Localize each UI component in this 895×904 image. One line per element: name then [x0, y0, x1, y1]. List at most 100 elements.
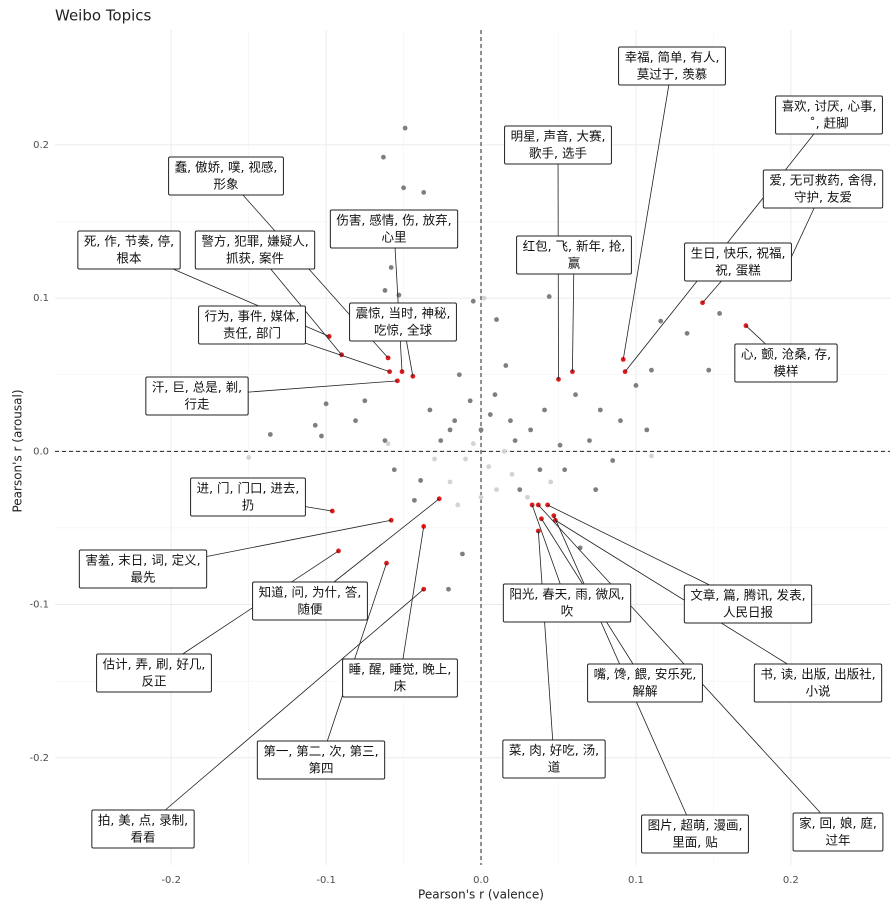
label-connector [206, 519, 392, 557]
label-line: 害羞, 末日, 词, 定义, [85, 553, 200, 568]
label-line: 嘴, 馋, 餵, 安乐死, [594, 667, 697, 682]
label-line: 扔 [242, 498, 255, 513]
label-line: 明星, 声音, 大赛, [511, 129, 606, 144]
point [463, 456, 468, 462]
x-tick-label: 0.0 [473, 875, 489, 886]
label-line: 估计, 弄, 刷, 好几, [103, 657, 206, 672]
point [684, 330, 690, 336]
label-connector [402, 526, 425, 660]
label-box [194, 230, 316, 270]
point-label: 汗, 巨, 总是, 剃, 行走 [145, 376, 249, 416]
point-label: 生日, 快乐, 祝福, 祝, 蛋糕 [684, 242, 792, 282]
point [517, 487, 523, 493]
y-tick-label: -0.1 [29, 600, 49, 611]
point [427, 407, 433, 413]
point [487, 412, 493, 417]
point [452, 418, 458, 424]
point [509, 471, 515, 477]
label-box [91, 809, 195, 849]
label-box [198, 305, 306, 345]
point [717, 311, 722, 316]
point [388, 265, 394, 270]
label-connector [702, 280, 722, 303]
point [633, 383, 639, 388]
point-label: 文章, 篇, 腾讯, 发表, 人民日报 [683, 584, 813, 624]
point-label: 嘴, 馋, 餵, 安乐死, 解解 [587, 663, 703, 703]
point [501, 448, 507, 454]
label-connector [572, 273, 575, 372]
label-line: 根本 [116, 251, 142, 266]
label-box [753, 663, 883, 703]
label-line: 责任, 部门 [223, 326, 281, 341]
point [470, 441, 476, 447]
point-label: 进, 门, 门口, 进去, 扔 [190, 477, 306, 517]
label-line: 歌手, 选手 [529, 146, 587, 161]
point [319, 433, 324, 439]
label-line: 吃惊, 全球 [374, 323, 432, 338]
point [486, 464, 492, 470]
point [447, 427, 453, 433]
point-label: 第一, 第二, 次, 第三, 第四 [256, 740, 386, 780]
label-line: 第一, 第二, 次, 第三, [263, 744, 378, 759]
point [494, 487, 499, 493]
label-line: 行为, 事件, 媒体, [205, 309, 300, 324]
label-line: 祝, 蛋糕 [715, 263, 761, 278]
point [447, 479, 453, 485]
y-axis-title: Pearson's r (arousal) [11, 389, 25, 512]
label-box [96, 653, 212, 693]
point [467, 398, 473, 404]
point-label: 害羞, 末日, 词, 定义, 最先 [78, 549, 208, 589]
point-label: 警方, 犯罪, 嫌疑人, 抓获, 案件 [194, 230, 316, 270]
label-box [684, 242, 792, 282]
x-tick-label: 0.2 [783, 875, 799, 886]
label-connector [531, 504, 561, 585]
label-connector [547, 504, 710, 586]
point [548, 479, 554, 485]
label-line: 守护, 友爱 [794, 190, 852, 205]
label-connector [537, 530, 554, 741]
point [649, 453, 654, 459]
label-line: 书, 读, 出版, 出版社, [760, 667, 875, 682]
label-line: 伤害, 感情, 伤, 放弃, [336, 213, 451, 228]
point [353, 418, 358, 424]
y-tick-label: 0.0 [33, 446, 49, 457]
x-tick-label: -0.2 [161, 875, 181, 886]
label-line: 震惊, 当时, 神秘, [356, 306, 451, 321]
label-box [145, 376, 249, 416]
point-label: 红包, 飞, 新年, 抢, 赢 [516, 235, 632, 275]
point [573, 392, 578, 398]
point-label: 伤害, 感情, 伤, 放弃, 心里 [329, 209, 459, 249]
label-box [734, 343, 838, 383]
label-box [252, 581, 368, 621]
point [456, 372, 462, 378]
point-label: 拍, 美, 点, 录制, 看看 [91, 809, 195, 849]
label-line: 图片, 超萌, 漫画, [648, 818, 743, 833]
label-box [78, 549, 208, 589]
point [610, 458, 616, 463]
label-line: 行走 [184, 397, 210, 412]
point [438, 438, 444, 444]
label-line: 文章, 篇, 腾讯, 发表, [690, 588, 805, 603]
point-label: 喜欢, 讨厌, 心事, ˚, 赶脚 [775, 95, 883, 135]
point [381, 154, 386, 160]
point-label: 书, 读, 出版, 出版社, 小说 [753, 663, 883, 703]
points [246, 125, 784, 592]
label-line: 第四 [308, 761, 333, 776]
label-line: 人民日报 [723, 605, 774, 620]
point-label: 幸福, 简单, 有人, 莫过于, 羡慕 [618, 46, 726, 86]
label-line: 蠢, 傲娇, 噗, 视感, [175, 160, 278, 175]
point [557, 442, 563, 448]
label-line: 随便 [297, 602, 323, 617]
label-box [502, 739, 606, 779]
point [494, 317, 499, 322]
point [336, 548, 341, 554]
label-line: 吹 [561, 604, 574, 619]
point-label: 图片, 超萌, 漫画, 里面, 贴 [641, 814, 749, 854]
label-line: ˚, 赶脚 [809, 116, 848, 131]
point-label: 爱, 无可救药, 舍得, 守护, 友爱 [762, 169, 884, 209]
label-connector [745, 325, 766, 345]
point-label: 明星, 声音, 大赛, 歌手, 选手 [504, 125, 612, 165]
point [512, 438, 518, 444]
label-box [792, 812, 884, 852]
point [535, 528, 541, 534]
